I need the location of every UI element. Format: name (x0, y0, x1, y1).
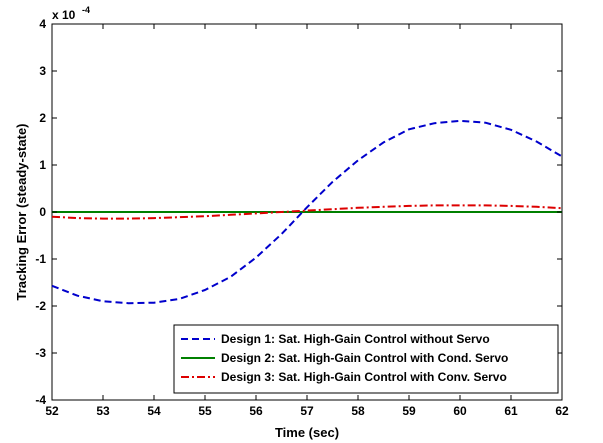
x-axis-label: Time (sec) (275, 425, 339, 440)
y-axis-label: Tracking Error (steady-state) (14, 123, 29, 300)
y-tick-label: -3 (35, 346, 46, 360)
series-line-3 (51, 204, 563, 220)
x-tick-label: 53 (96, 404, 110, 418)
x-tick-label: 54 (147, 404, 161, 418)
x-tick-label: 62 (555, 404, 569, 418)
legend-box (173, 324, 559, 394)
y-tick-label: 3 (39, 64, 46, 78)
x-tick-label: 55 (198, 404, 212, 418)
y-tick-label: 1 (39, 158, 46, 172)
y-tick-label: 4 (39, 17, 46, 31)
series-line-1 (51, 119, 563, 305)
legend-label-3: Design 3: Sat. High-Gain Control with Co… (221, 370, 507, 384)
series-layer (51, 119, 563, 305)
y-tick-label: -1 (35, 252, 46, 266)
y-tick-label: -2 (35, 299, 46, 313)
x-tick-label: 58 (351, 404, 365, 418)
y-tick-label: 0 (39, 205, 46, 219)
y-scale-base: x 10 (52, 8, 76, 22)
legend: Design 1: Sat. High-Gain Control without… (173, 324, 559, 394)
x-tick-label: 52 (45, 404, 59, 418)
x-tick-label: 56 (249, 404, 263, 418)
y-scale-multiplier: x 10 -4 (52, 5, 90, 22)
y-tick-label: 2 (39, 111, 46, 125)
x-tick-label: 59 (402, 404, 416, 418)
y-tick-label: -4 (35, 393, 46, 407)
x-tick-label: 57 (300, 404, 314, 418)
legend-label-2: Design 2: Sat. High-Gain Control with Co… (221, 351, 508, 365)
y-scale-exponent: -4 (82, 5, 90, 15)
y-axis: -4 -3 -2 -1 0 1 2 3 4 (35, 17, 562, 407)
x-tick-label: 61 (504, 404, 518, 418)
x-tick-label: 60 (453, 404, 467, 418)
legend-label-1: Design 1: Sat. High-Gain Control without… (221, 332, 490, 346)
x-axis: 52 53 54 55 56 57 58 59 60 61 62 (45, 24, 569, 418)
